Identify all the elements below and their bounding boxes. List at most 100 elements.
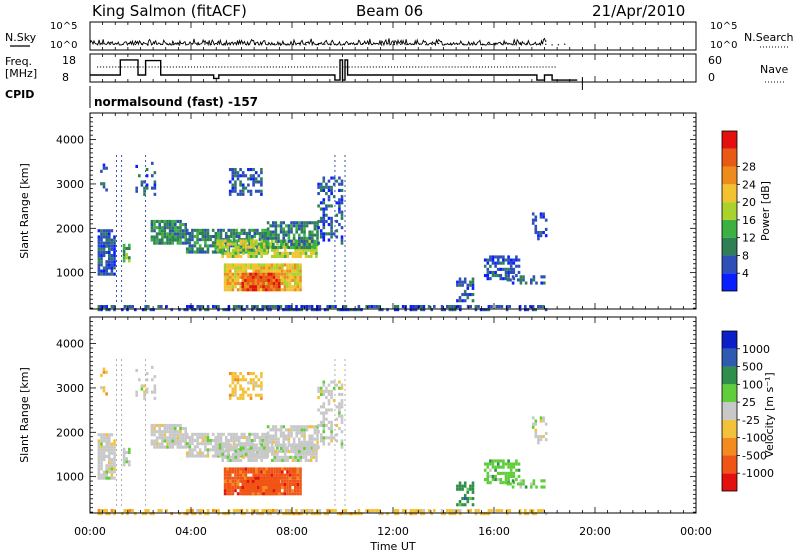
power-cell	[252, 183, 255, 187]
velocity-cell	[102, 476, 106, 480]
power-cell	[325, 207, 328, 211]
nave-dot	[206, 66, 208, 68]
velocity-cell	[340, 439, 344, 443]
velocity-cell	[283, 486, 287, 490]
nave-dot	[500, 66, 502, 68]
power-colorbar-swatch	[722, 202, 737, 220]
power-cell	[279, 239, 283, 243]
power-cell	[108, 241, 111, 245]
velocity-cell	[486, 478, 490, 482]
velocity-cell	[309, 449, 313, 453]
velocity-cell	[149, 512, 153, 516]
velocity-colorbar-tick-label: -1000	[742, 467, 774, 480]
power-cell	[285, 224, 288, 228]
velocity-cell	[110, 464, 114, 468]
power-cell	[305, 239, 309, 243]
power-cell	[263, 247, 267, 251]
power-cell	[330, 235, 333, 239]
velocity-cell	[305, 425, 309, 429]
velocity-cell	[191, 439, 194, 443]
velocity-cell	[466, 490, 470, 494]
power-cell	[97, 305, 101, 309]
power-cell	[448, 308, 452, 312]
power-cell	[240, 231, 244, 235]
velocity-cell	[241, 482, 245, 486]
noise-ytick-right-bottom: 10^0	[710, 40, 737, 51]
power-cell	[231, 171, 235, 175]
power-cell	[335, 179, 339, 183]
velocity-cell	[113, 512, 116, 516]
velocity-cell	[145, 372, 149, 376]
velocity-cell	[540, 479, 543, 483]
velocity-cell	[102, 439, 106, 443]
velocity-cell	[282, 437, 285, 441]
velocity-cell	[247, 381, 250, 385]
power-cell	[524, 308, 527, 312]
nave-dot	[212, 66, 214, 68]
velocity-cell	[244, 473, 248, 477]
power-colorbar-frame	[721, 130, 738, 292]
velocity-cell	[257, 449, 261, 453]
power-cell	[97, 229, 101, 233]
power-cell	[499, 274, 503, 278]
velocity-cell	[235, 432, 238, 436]
power-cell	[219, 250, 223, 254]
nave-dot	[175, 66, 177, 68]
velocity-cell	[223, 486, 227, 490]
velocity-cell	[263, 432, 267, 436]
power-cell	[270, 285, 273, 289]
power-cell	[249, 288, 252, 292]
power-cell	[163, 229, 167, 233]
power-cell	[532, 278, 536, 282]
power-cell	[204, 231, 207, 235]
power-cell	[302, 248, 305, 252]
velocity-cell	[188, 445, 192, 449]
velocity-cell	[163, 430, 167, 434]
velocity-cell	[463, 493, 467, 497]
velocity-cell	[260, 384, 263, 388]
velocity-cell	[281, 458, 284, 462]
power-cell	[305, 305, 309, 309]
power-cell	[100, 235, 103, 239]
power-cell	[299, 288, 302, 292]
power-cell	[281, 251, 284, 255]
power-cell	[254, 285, 258, 289]
velocity-cell	[275, 492, 278, 496]
velocity-cell	[241, 375, 245, 379]
noise-search-dot	[412, 43, 414, 46]
power-cell	[229, 254, 232, 258]
power-cell	[294, 251, 297, 255]
nave-dot	[515, 66, 517, 68]
velocity-cell	[113, 445, 116, 449]
velocity-cell	[231, 390, 235, 394]
power-cell	[456, 283, 459, 287]
velocity-cell	[253, 435, 257, 439]
noise-search-dot	[134, 43, 137, 46]
velocity-cell	[281, 476, 284, 480]
power-cell	[305, 308, 309, 312]
velocity-cell	[515, 459, 518, 463]
power-cell	[102, 182, 106, 186]
power-cell	[262, 278, 265, 282]
velocity-cell	[463, 484, 467, 488]
power-cell	[260, 180, 263, 184]
power-cell	[105, 238, 108, 242]
velocity-cell	[294, 470, 297, 474]
velocity-cell	[222, 512, 225, 516]
power-cell	[298, 227, 301, 231]
power-cell	[273, 269, 276, 273]
power-cell	[530, 281, 533, 285]
velocity-cell	[300, 434, 304, 438]
velocity-cell	[312, 455, 316, 459]
nave-dot	[215, 66, 217, 68]
velocity-cell	[223, 470, 227, 474]
power-cell	[305, 242, 309, 246]
nave-dot	[384, 66, 386, 68]
power-cell	[290, 308, 293, 312]
power-cell	[176, 229, 180, 233]
velocity-cell	[232, 512, 236, 516]
velocity-cell	[214, 435, 218, 439]
velocity-cell	[153, 390, 157, 394]
power-cell	[150, 226, 154, 230]
velocity-cell	[288, 479, 292, 483]
